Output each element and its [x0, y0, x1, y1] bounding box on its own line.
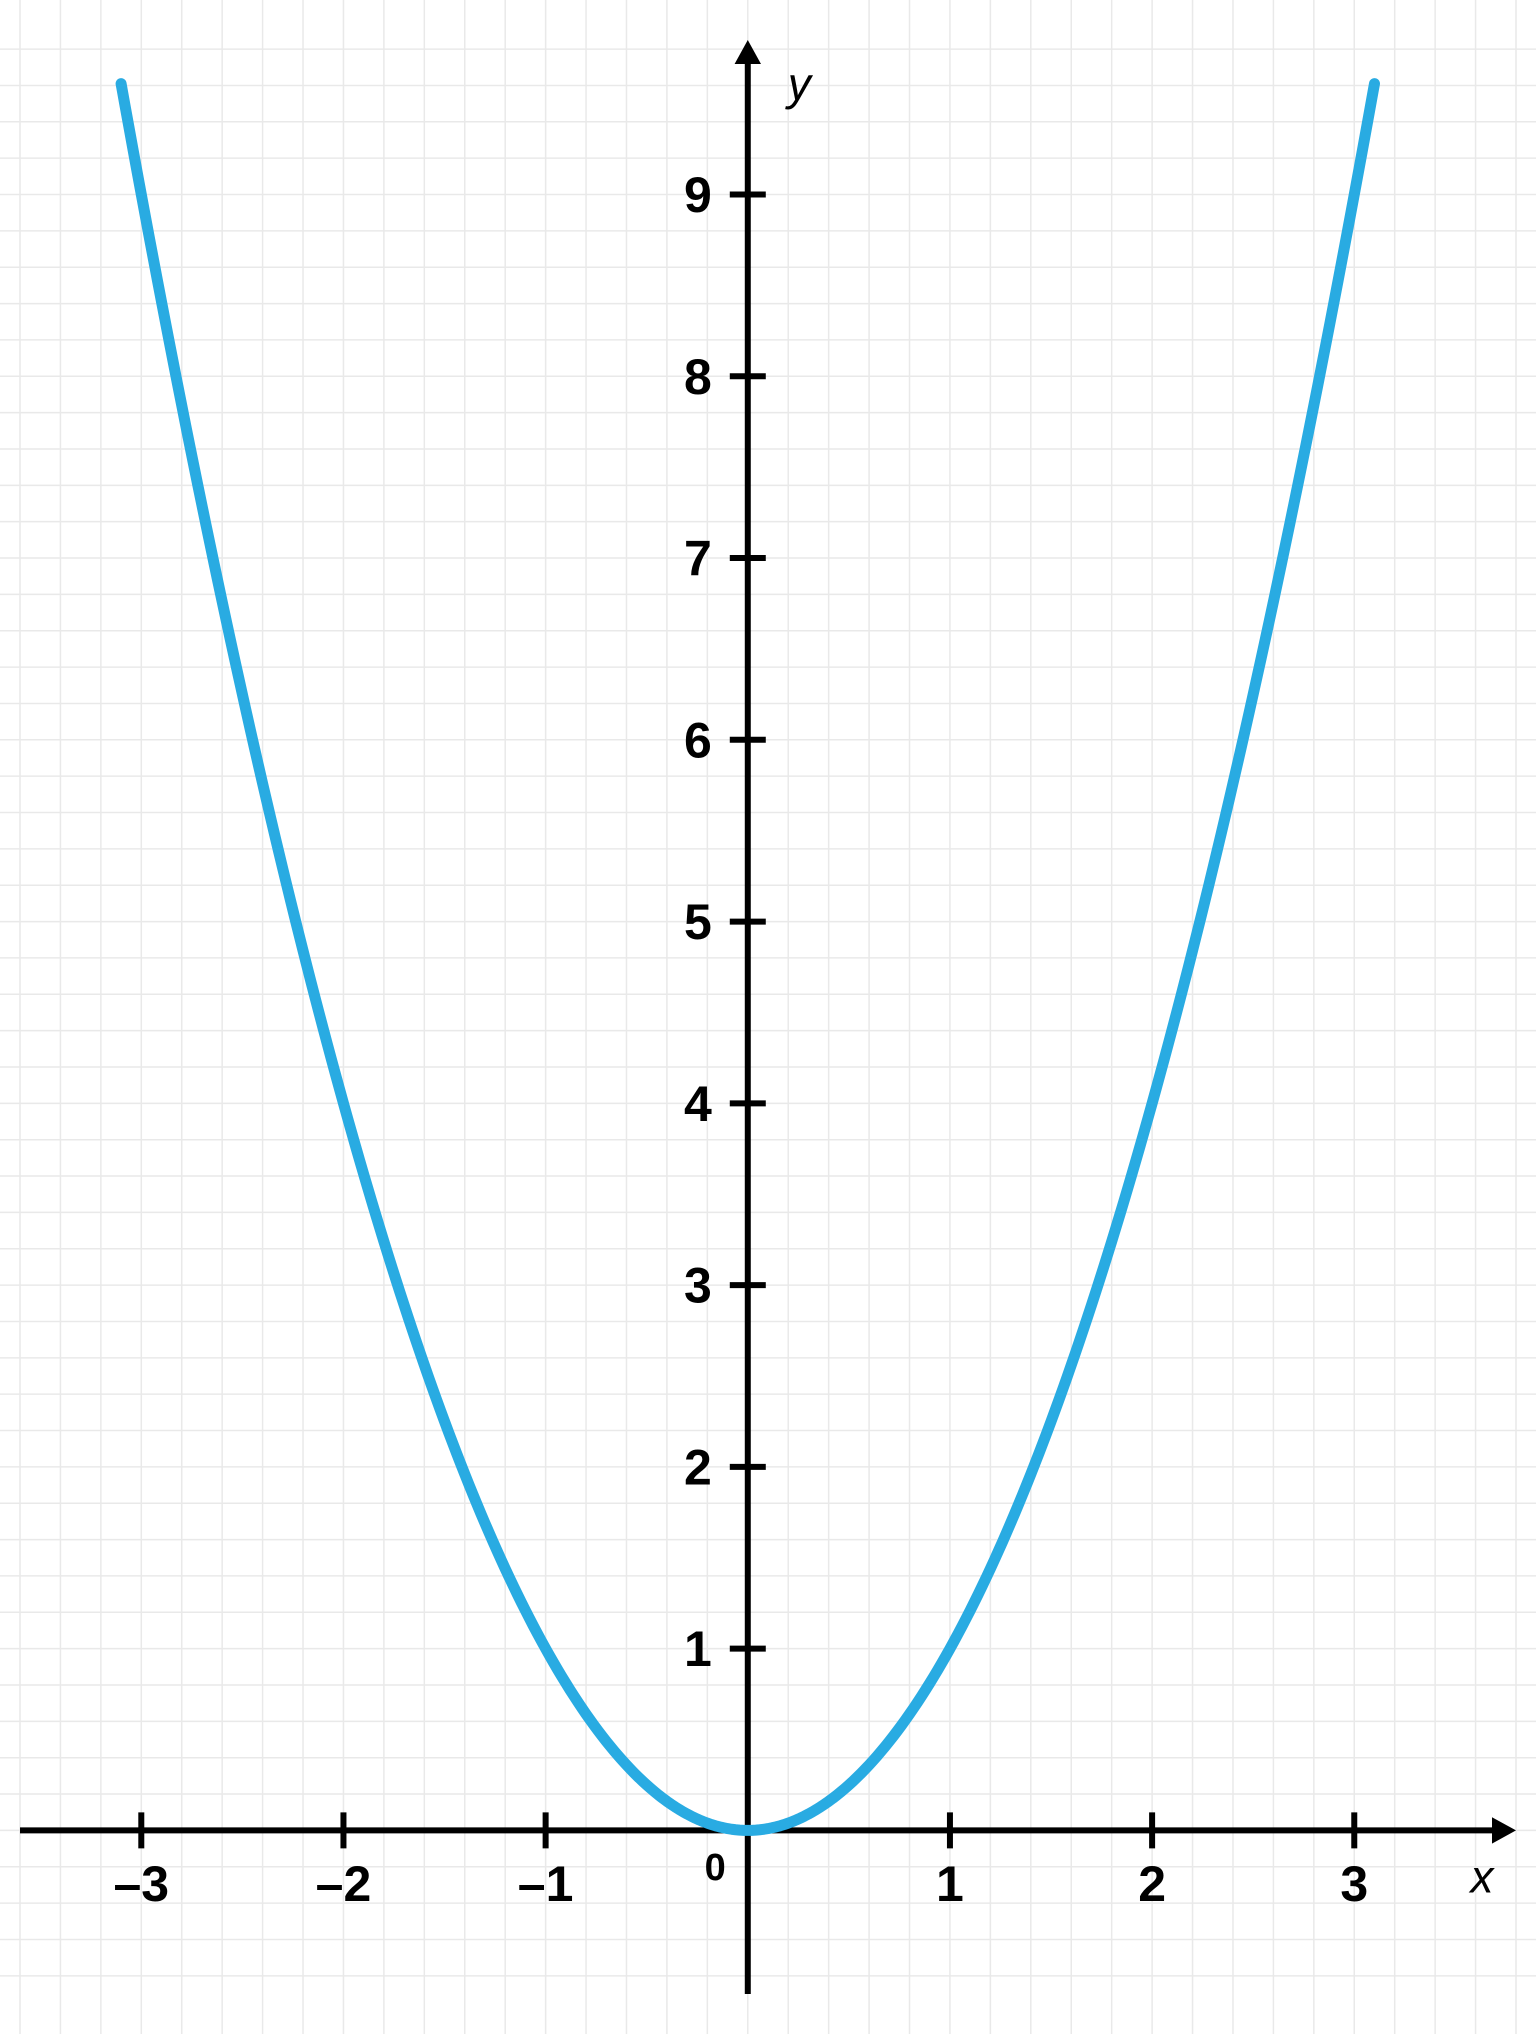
x-tick-label: –1 [518, 1856, 574, 1912]
y-axis-label: y [785, 58, 814, 110]
y-tick-label: 4 [684, 1076, 712, 1132]
y-tick-label: 1 [684, 1621, 712, 1677]
y-tick-label: 3 [684, 1258, 712, 1314]
x-tick-label: 1 [936, 1856, 964, 1912]
x-tick-label: –3 [113, 1856, 169, 1912]
y-tick-label: 2 [684, 1439, 712, 1495]
chart-background [0, 0, 1536, 2034]
x-tick-label: 3 [1340, 1856, 1368, 1912]
x-axis-label: x [1469, 1851, 1496, 1903]
y-tick-label: 6 [684, 712, 712, 768]
x-tick-label: 2 [1138, 1856, 1166, 1912]
y-tick-label: 9 [684, 167, 712, 223]
chart-container: { "chart": { "type": "line", "canvas": {… [0, 0, 1536, 2034]
parabola-chart: –3 –2 –1 1 2 3 1 2 3 4 5 6 7 8 9 0 x y [0, 0, 1536, 2034]
y-tick-label: 7 [684, 531, 712, 587]
origin-label: 0 [705, 1847, 726, 1889]
y-tick-label: 5 [684, 894, 712, 950]
x-tick-label: –2 [316, 1856, 372, 1912]
y-tick-label: 8 [684, 349, 712, 405]
